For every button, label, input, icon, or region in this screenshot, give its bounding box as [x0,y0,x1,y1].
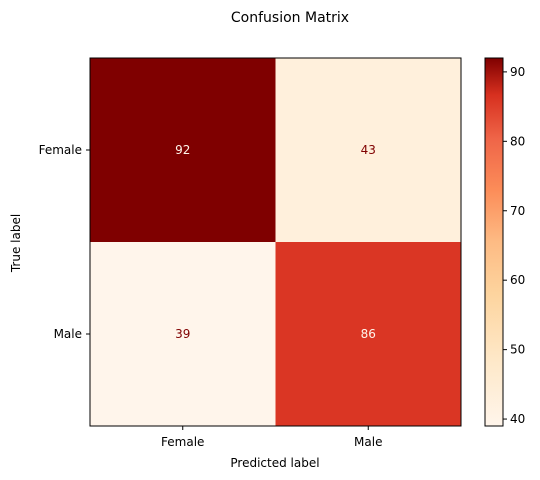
colorbar-ticks: 40 50 60 70 80 90 [503,65,525,426]
colorbar-tick-label: 40 [510,412,525,426]
cell-value-label: 86 [361,327,376,341]
heatmap-cell [90,58,276,242]
y-axis-label: True label [9,214,23,273]
heatmap-cell [275,58,461,242]
x-tick-label: Female [161,435,204,449]
heatmap-cell [90,242,276,426]
cell-value-labels: 92 43 39 86 [175,143,376,341]
colorbar-tick-label: 90 [510,65,525,79]
colorbar-tick-label: 80 [510,134,525,148]
cell-value-label: 92 [175,143,190,157]
heatmap-cells [90,58,461,426]
cell-value-label: 43 [361,143,376,157]
chart-title: Confusion Matrix [231,10,349,26]
x-axis-label: Predicted label [230,456,319,470]
plot-frame [89,57,462,427]
colorbar-tick-label: 60 [510,273,525,287]
cell-value-label: 39 [175,327,190,341]
x-axis-ticks: Female Male [161,426,382,449]
y-tick-label: Male [54,327,82,341]
colorbar-tick-label: 50 [510,343,525,357]
y-axis-ticks: Female Male [39,143,90,341]
heatmap-cell [275,242,461,426]
x-tick-label: Male [354,435,382,449]
y-tick-label: Female [39,143,82,157]
colorbar [484,57,504,427]
colorbar-tick-label: 70 [510,204,525,218]
